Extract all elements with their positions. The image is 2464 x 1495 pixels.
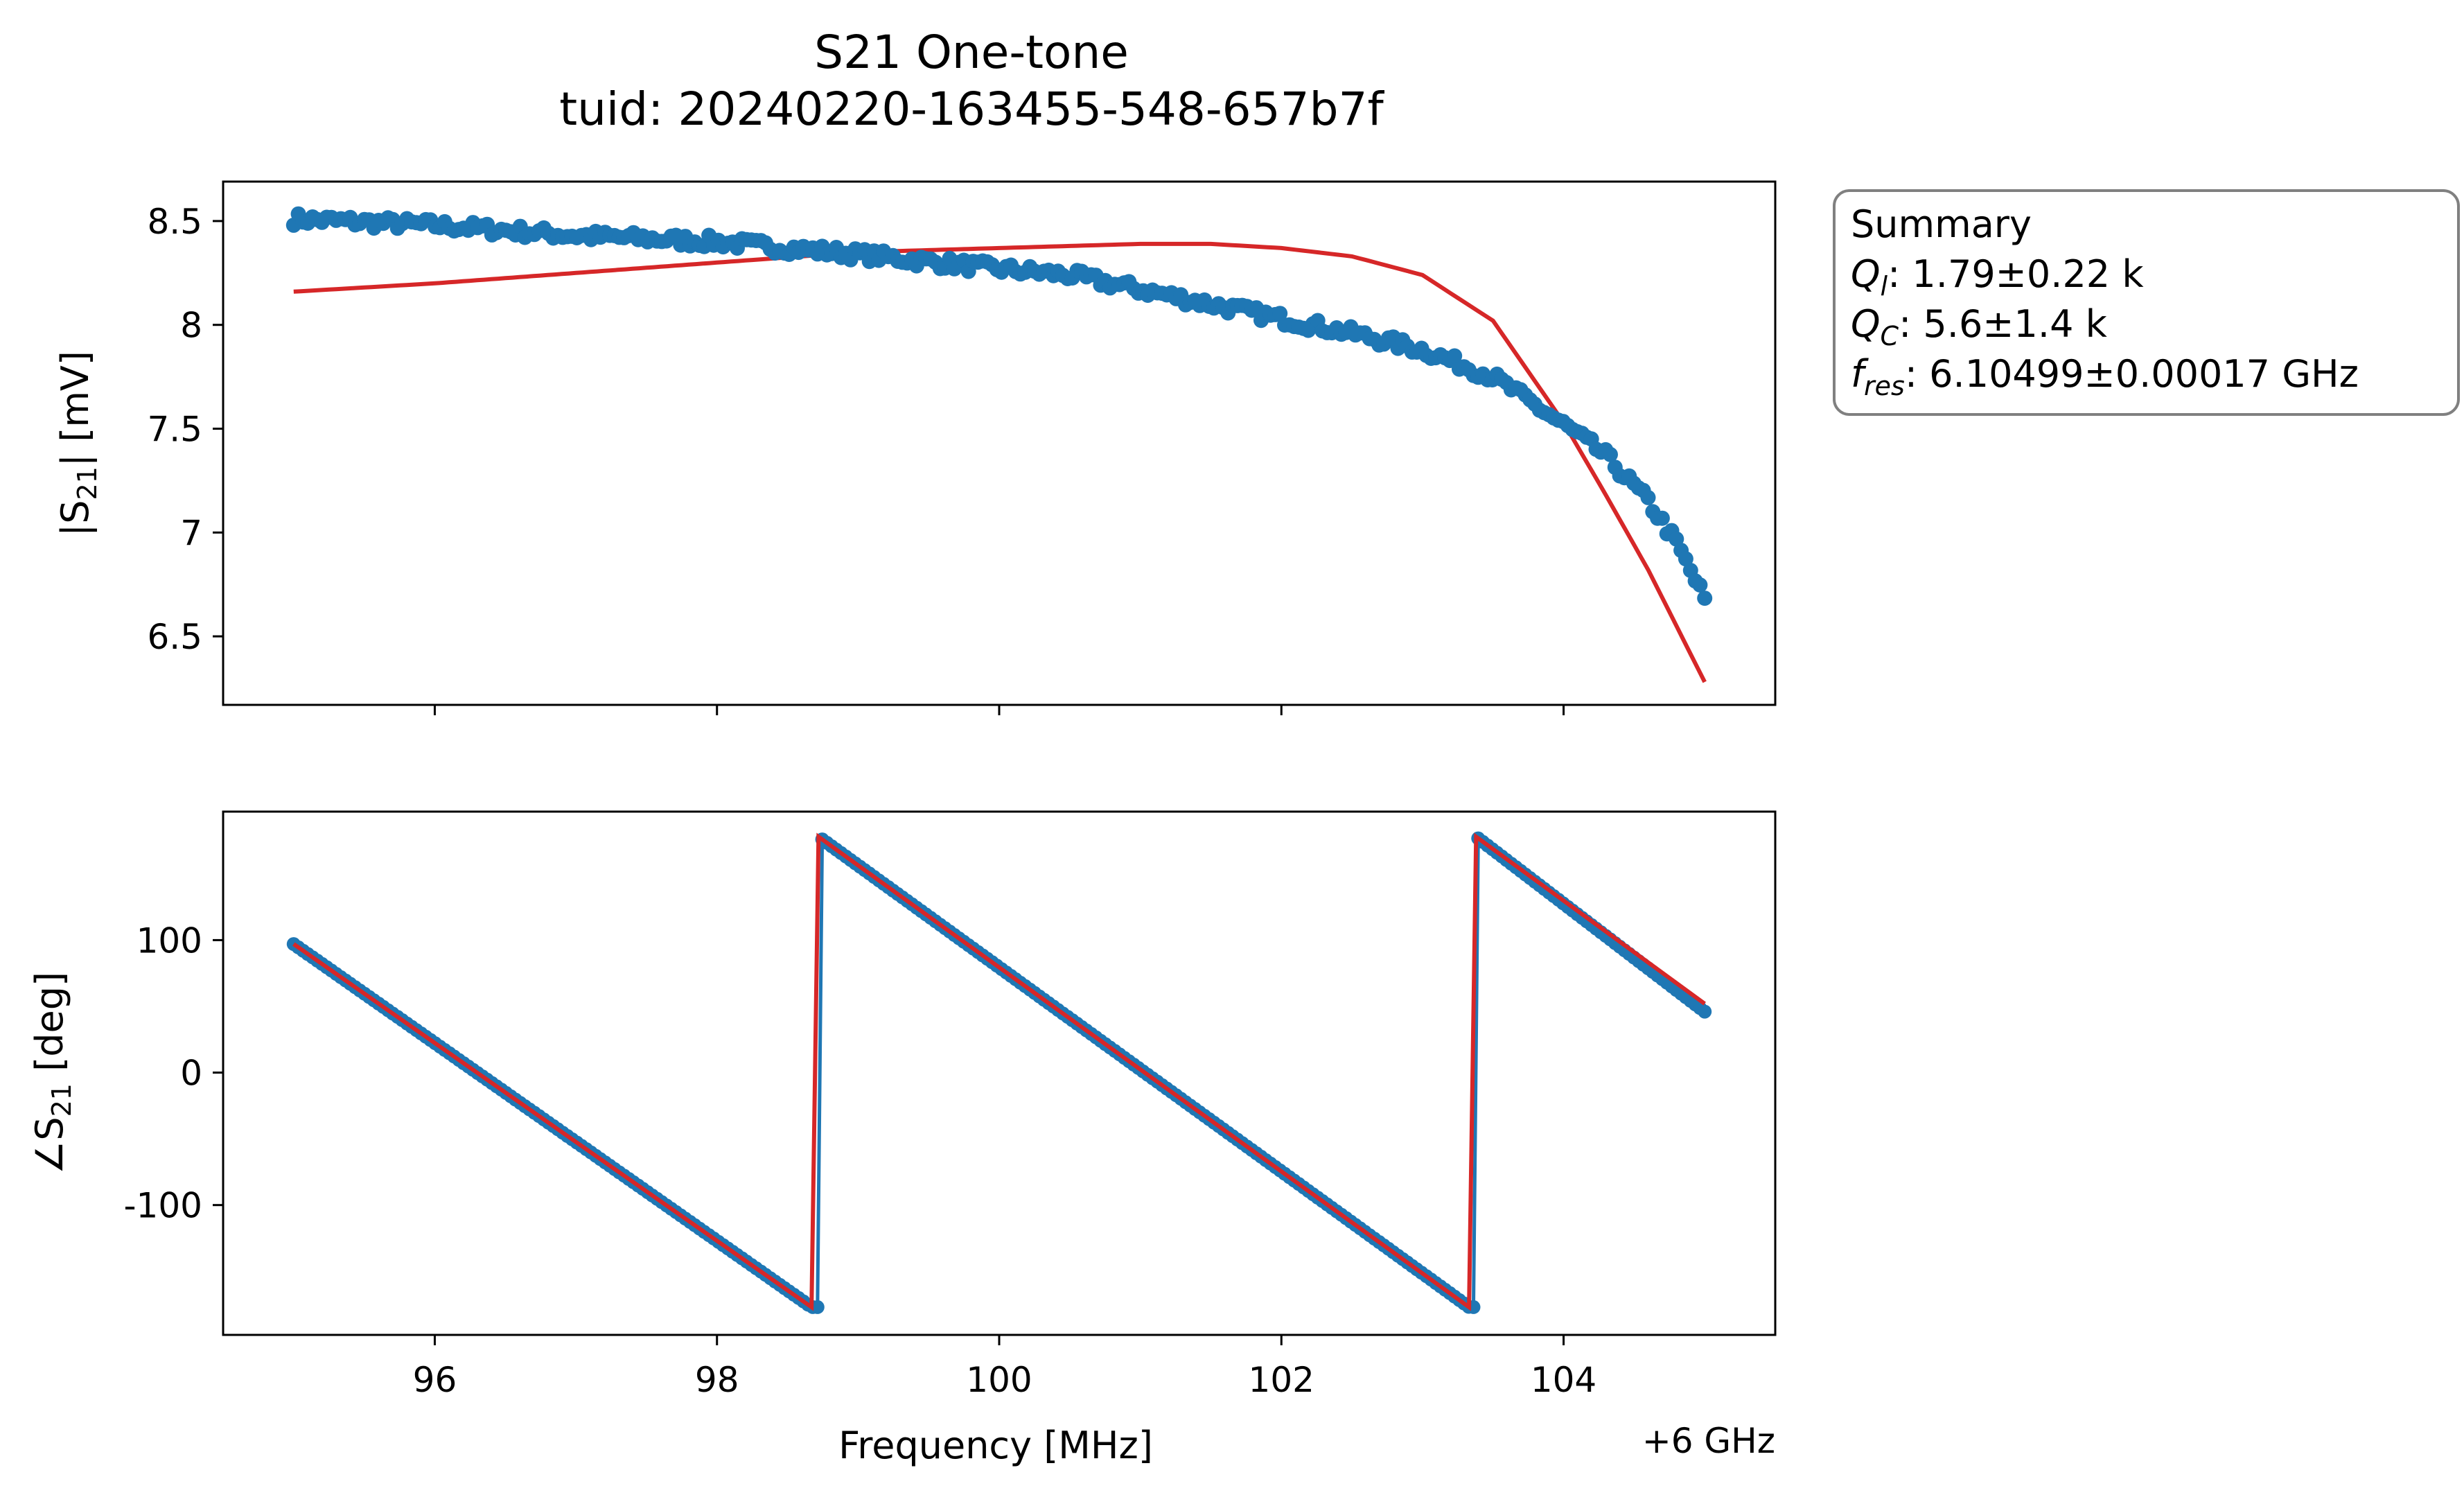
data-point	[1678, 551, 1693, 567]
data-point	[810, 1300, 825, 1314]
x-axis-offset-label: +6 GHz	[1642, 1421, 1775, 1461]
chart-subtitle: tuid: 20240220-163455-548-657b7f	[559, 82, 1384, 136]
x-tick-label: 98	[695, 1360, 739, 1400]
x-tick-label: 100	[966, 1360, 1032, 1400]
summary-ql: Ql: 1.79±0.22 k	[1851, 252, 2144, 301]
phase-y-ticks: -100 0 100	[124, 920, 223, 1226]
data-line	[292, 834, 1706, 1309]
x-axis-label: Frequency [MHz]	[838, 1424, 1153, 1467]
data-point	[1692, 577, 1708, 593]
data-point	[1447, 348, 1463, 364]
y-tick-label: 7	[180, 513, 202, 553]
phase-y-label: ∠S21 [deg]	[28, 972, 77, 1174]
magnitude-panel: 6.5 7 7.5 8 8.5 |S21| [mV]	[53, 180, 1777, 715]
y-tick-label: -100	[124, 1186, 202, 1226]
y-tick-label: 8.5	[147, 202, 202, 242]
y-tick-label: 7.5	[147, 410, 202, 450]
summary-fres: fres: 6.10499±0.00017 GHz	[1851, 352, 2359, 401]
data-point	[1603, 446, 1618, 462]
chart-title: S21 One-tone	[814, 26, 1129, 79]
x-tick-label: 102	[1249, 1360, 1314, 1400]
fit-line	[292, 832, 1706, 1311]
data-point	[1697, 591, 1713, 606]
summary-box-frame	[1833, 189, 2460, 416]
phase-data-series	[286, 831, 1712, 1314]
magnitude-y-label: |S21| [mV]	[53, 351, 103, 536]
magnitude-x-ticks	[433, 705, 1565, 715]
phase-panel: -100 0 100 96 98 100 102 104 ∠S21 [deg]	[28, 810, 1777, 1400]
data-point	[1698, 1004, 1712, 1019]
y-tick-label: 8	[180, 306, 202, 346]
x-tick-label: 104	[1531, 1360, 1596, 1400]
summary-heading: Summary	[1851, 202, 2032, 246]
phase-fit-line	[292, 832, 1706, 1311]
magnitude-y-ticks: 6.5 7 7.5 8 8.5	[147, 202, 223, 657]
data-point	[1272, 306, 1288, 322]
magnitude-fit-line	[293, 241, 1707, 683]
magnitude-plot-frame	[222, 180, 1777, 706]
data-point	[1654, 510, 1670, 526]
x-tick-label: 96	[413, 1360, 457, 1400]
y-tick-label: 100	[137, 920, 202, 961]
y-tick-label: 0	[180, 1054, 202, 1094]
y-tick-label: 6.5	[147, 617, 202, 657]
summary-qc: QC: 5.6±1.4 k	[1851, 302, 2108, 351]
summary-box: Summary Ql: 1.79±0.22 k QC: 5.6±1.4 k fr…	[1833, 189, 2460, 416]
data-point	[1640, 489, 1656, 505]
magnitude-data-series	[285, 206, 1713, 606]
fit-line	[293, 241, 1707, 683]
phase-x-ticks: 96 98 100 102 104	[413, 1335, 1596, 1400]
